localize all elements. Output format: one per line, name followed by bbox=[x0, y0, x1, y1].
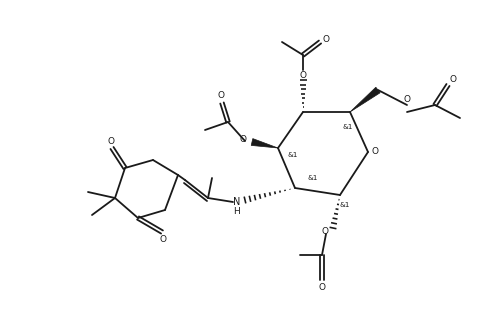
Text: O: O bbox=[372, 148, 378, 156]
Text: H: H bbox=[233, 207, 240, 215]
Text: O: O bbox=[321, 227, 328, 237]
Polygon shape bbox=[251, 139, 278, 148]
Text: O: O bbox=[159, 235, 166, 244]
Polygon shape bbox=[350, 87, 380, 112]
Text: O: O bbox=[450, 76, 457, 84]
Text: &1: &1 bbox=[288, 152, 298, 158]
Text: O: O bbox=[108, 137, 115, 146]
Text: &1: &1 bbox=[340, 202, 350, 208]
Text: O: O bbox=[403, 95, 410, 105]
Text: O: O bbox=[299, 71, 306, 80]
Text: O: O bbox=[240, 135, 247, 144]
Text: &1: &1 bbox=[308, 175, 318, 181]
Text: O: O bbox=[319, 282, 326, 291]
Text: N: N bbox=[233, 197, 240, 207]
Text: O: O bbox=[218, 91, 225, 101]
Text: &1: &1 bbox=[343, 124, 353, 130]
Text: O: O bbox=[323, 36, 330, 45]
